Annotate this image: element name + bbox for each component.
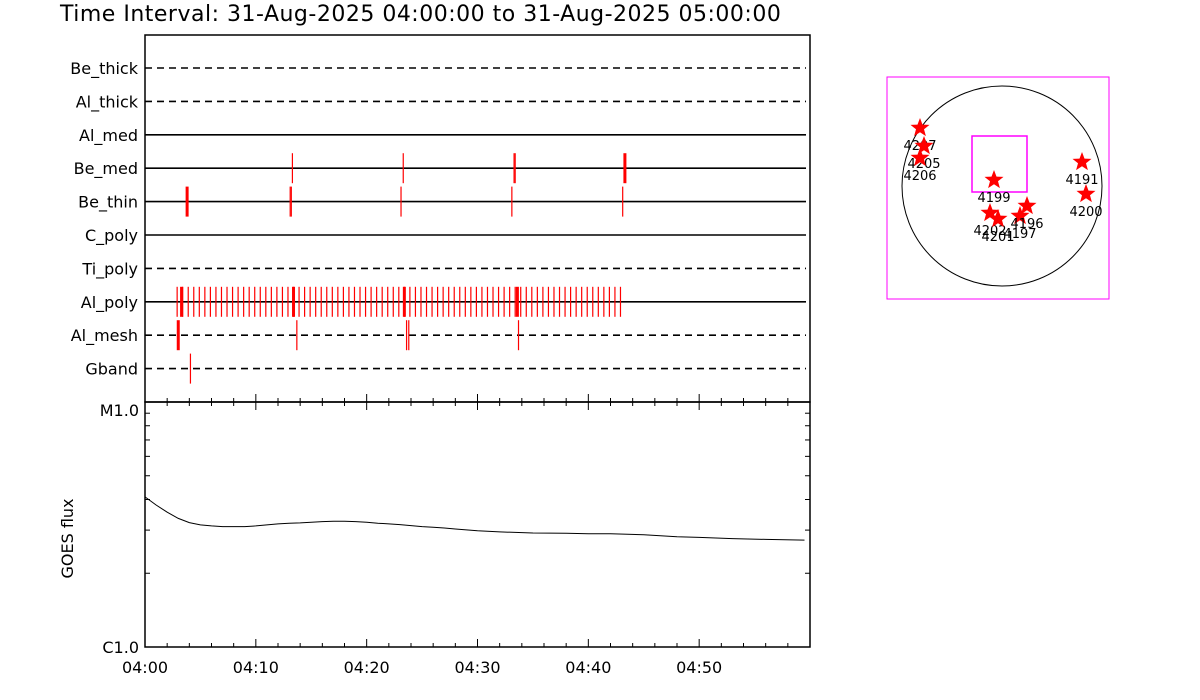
y-tick-label-low: C1.0 [102,638,139,657]
fov-box [971,135,1028,193]
row-label-al_poly: Al_poly [81,293,138,313]
row-label-c_poly: C_poly [85,226,138,246]
row-label-al_med: Al_med [79,126,138,146]
solar-disk-panel: 4207420542064199420242014197419641914200 [886,76,1110,300]
x-tick-label: 04:00 [122,658,168,677]
active-region-label: 4201 [981,230,1014,245]
row-label-ti_poly: Ti_poly [81,259,138,279]
x-tick-label: 04:30 [454,658,500,677]
active-region-star [910,148,930,167]
goes-frame [144,401,811,648]
active-region-star [914,136,934,155]
timeline-panel: Be_thick Al_thick Al_med Be_med Be_thin C_pol… [70,34,811,403]
goes-panel: 04:00 04:10 04:20 04:30 04:40 04:50 C1.0 M1.0 GO… [58,401,811,677]
row-label-be_thin: Be_thin [78,193,138,213]
active-region-label: 4199 [977,191,1010,206]
active-region-star [1072,152,1092,171]
active-region-star [1017,196,1037,215]
active-region-label: 4191 [1065,173,1098,188]
active-region-label: 4202 [973,224,1006,239]
active-region-label: 4197 [1003,227,1036,242]
y-tick-label-high: M1.0 [100,401,139,420]
y-axis-label: GOES flux [58,498,77,578]
active-region-label: 4196 [1010,217,1043,232]
disk-frame [886,76,1110,300]
page-title: Time Interval: 31-Aug-2025 04:00:00 to 3… [60,2,782,27]
row-label-be_med: Be_med [74,159,138,179]
x-tick-label: 04:50 [676,658,722,677]
active-region-star [1010,206,1030,225]
goes-flux-line [144,496,805,541]
row-label-al_thick: Al_thick [76,92,139,112]
row-label-al_mesh: Al_mesh [71,326,138,346]
active-region-label: 4206 [903,169,936,184]
timeline-frame [144,34,811,403]
x-tick-label: 04:40 [565,658,611,677]
active-region-label: 4200 [1069,205,1102,220]
row-label-gband: Gband [85,360,138,379]
active-region-star [980,203,1000,222]
x-tick-label: 04:20 [344,658,390,677]
x-tick-label: 04:10 [233,658,279,677]
active-region-star [984,170,1004,189]
row-label-be_thick: Be_thick [70,59,138,79]
active-region-star [1076,184,1096,203]
active-region-star [988,209,1008,228]
active-region-star [910,118,930,137]
solar-limb [901,85,1103,287]
